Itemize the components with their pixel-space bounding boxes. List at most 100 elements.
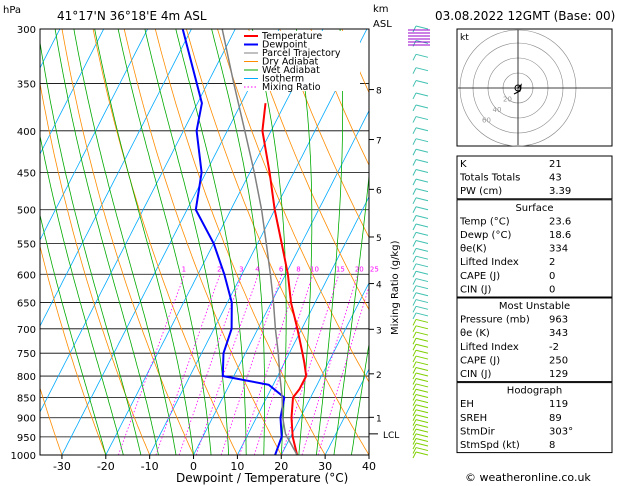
wind-barb-flag — [412, 92, 417, 100]
wind-barb-flag — [412, 197, 417, 205]
wind-barb — [415, 366, 429, 371]
pressure-tick-label: 950 — [17, 433, 36, 444]
isotherm-line — [324, 368, 369, 455]
wind-barb — [415, 388, 429, 393]
index-value: 963 — [549, 315, 568, 326]
temp-tick-label: 20 — [274, 460, 288, 473]
wind-barb — [415, 414, 429, 419]
isotherm-line — [61, 29, 280, 455]
km-tick-label: 4 — [376, 281, 382, 291]
wind-barb-flag — [412, 54, 417, 61]
temp-tick-label: -10 — [141, 460, 159, 473]
x-axis-label: Dewpoint / Temperature (°C) — [176, 471, 348, 485]
dry-adiabat-line — [92, 29, 238, 455]
wind-barb — [415, 285, 429, 290]
wind-barb-flag — [412, 394, 417, 401]
datetime: 03.08.2022 12GMT (Base: 00) — [435, 9, 615, 23]
mixing-ratio-line — [220, 274, 283, 455]
wind-barb — [415, 409, 429, 414]
wet-adiabat-line — [351, 341, 369, 455]
index-label: EH — [460, 399, 474, 410]
mixing-ratio-label: 1 — [182, 265, 186, 273]
hodograph-ring-label: 60 — [482, 117, 491, 125]
hpa-label: hPa — [3, 5, 21, 16]
dry-adiabat-line — [40, 81, 151, 455]
wind-barb — [415, 138, 429, 143]
wind-barb — [415, 67, 429, 72]
pressure-tick-label: 550 — [17, 239, 36, 250]
index-value: 250 — [549, 355, 568, 366]
wind-barb-flag — [412, 399, 417, 406]
wind-barb-flag — [412, 433, 417, 441]
wind-barb — [415, 168, 429, 173]
parcel-trajectory-profile — [221, 29, 298, 455]
pressure-tick-label: 700 — [17, 325, 36, 336]
index-value: 129 — [549, 369, 568, 380]
index-value: -2 — [549, 342, 559, 353]
wind-barb — [415, 116, 429, 121]
index-value: 43 — [549, 173, 562, 184]
dry-adiabat-line — [279, 29, 369, 239]
index-value: 8 — [549, 440, 555, 451]
wind-barb-flag — [412, 223, 417, 231]
pressure-tick-label: 350 — [17, 80, 36, 91]
wind-barb-flag — [412, 337, 417, 345]
km-tick-label: 6 — [376, 186, 382, 196]
wind-barb — [415, 231, 429, 236]
legend-label: Parcel Trajectory — [262, 48, 341, 59]
wet-adiabat-line — [94, 29, 194, 455]
index-value: 303° — [549, 426, 573, 437]
km-tick-label: 8 — [376, 87, 382, 97]
wind-barb-flag — [412, 319, 417, 326]
isotherm-line — [280, 282, 369, 455]
index-label: SREH — [460, 413, 487, 424]
wind-barb-flag — [412, 25, 417, 33]
wind-barb-flag — [412, 451, 417, 459]
hodograph-frame — [456, 28, 613, 147]
wind-barb — [415, 428, 429, 433]
wind-barb-flag — [412, 331, 417, 339]
wind-barb-flag — [412, 389, 417, 396]
wind-barb-flag — [412, 149, 417, 156]
wind-barb-flag — [412, 159, 417, 166]
wind-barb — [415, 247, 429, 252]
dry-adiabat-line — [310, 29, 369, 167]
km-tick-label: 1 — [376, 414, 382, 424]
index-label: CAPE (J) — [460, 355, 500, 366]
wind-barb-flag — [412, 344, 417, 351]
index-value: 0 — [549, 271, 555, 282]
mixing-ratio-line — [155, 274, 221, 455]
index-label: PW (cm) — [460, 186, 502, 197]
wind-barb-flag — [412, 263, 417, 271]
index-value: 23.6 — [549, 216, 571, 227]
wind-barb — [415, 92, 429, 97]
km-tick-label: 3 — [376, 326, 382, 336]
wind-barb — [415, 292, 429, 297]
wind-barb-flag — [412, 285, 417, 292]
dry-adiabat-line — [217, 29, 369, 383]
wind-barb — [415, 349, 429, 354]
wind-barb — [415, 383, 429, 388]
wind-barb — [415, 214, 429, 219]
wind-barb — [415, 206, 429, 211]
mixing-ratio-line — [301, 274, 359, 455]
wind-barb — [415, 178, 429, 183]
hodograph-storm-marker — [514, 84, 522, 92]
wind-barb — [415, 355, 429, 360]
indices-block-title: Surface — [515, 203, 553, 214]
wind-barb — [415, 299, 429, 304]
index-label: Lifted Index — [460, 257, 519, 268]
wind-barb-flag — [412, 240, 417, 247]
mixing-ratio-line — [281, 274, 340, 455]
index-label: Temp (°C) — [459, 216, 510, 227]
pressure-tick-label: 900 — [17, 414, 36, 425]
temp-tick-label: 0 — [190, 460, 197, 473]
temp-tick-label: -20 — [97, 460, 115, 473]
wind-barb — [415, 25, 429, 30]
mixing-ratio-line — [195, 274, 259, 455]
indices-block-most-unstable — [456, 297, 613, 383]
wind-barb-flag — [412, 424, 417, 431]
wind-barb-flag — [412, 278, 417, 285]
legend-label: Mixing Ratio — [262, 82, 321, 93]
